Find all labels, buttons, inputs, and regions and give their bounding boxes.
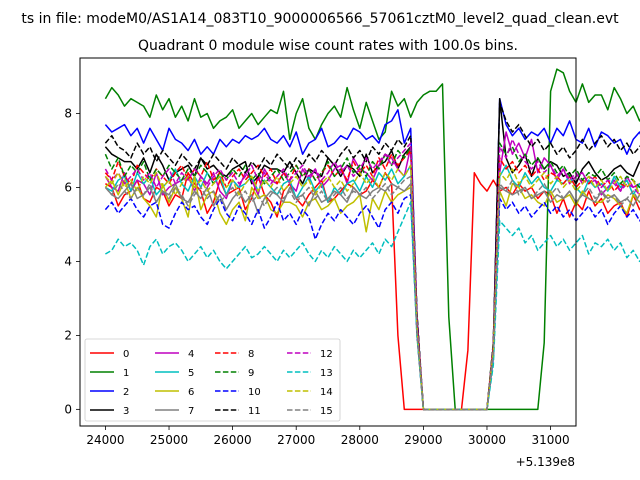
legend-label-11: 11 xyxy=(248,406,261,417)
legend-label-5: 5 xyxy=(188,368,194,379)
series-line-8 xyxy=(104,149,640,411)
legend-label-7: 7 xyxy=(188,406,194,417)
legend-label-10: 10 xyxy=(248,387,261,398)
legend-label-8: 8 xyxy=(248,349,254,360)
legend-box xyxy=(84,338,341,422)
legend-label-4: 4 xyxy=(188,349,194,360)
y-tick-label: 0 xyxy=(64,402,72,416)
y-tick-label: 8 xyxy=(64,106,72,120)
legend-label-1: 1 xyxy=(123,368,129,379)
figure-suptitle: ts in file: modeM0/AS1A14_083T10_9000006… xyxy=(21,11,619,27)
series-line-13 xyxy=(105,201,640,411)
legend-label-12: 12 xyxy=(320,349,333,360)
legend-label-14: 14 xyxy=(320,387,333,398)
series-line-7 xyxy=(104,182,640,411)
y-tick-label: 4 xyxy=(64,254,72,268)
series-line-14 xyxy=(104,164,640,411)
x-tick-label: 24000 xyxy=(86,433,124,447)
x-offset-label: +5.139e8 xyxy=(516,455,575,469)
legend-label-2: 2 xyxy=(123,387,129,398)
legend-label-6: 6 xyxy=(188,387,194,398)
x-tick-label: 26000 xyxy=(214,433,252,447)
series-line-2 xyxy=(104,97,640,411)
x-tick-label: 25000 xyxy=(150,433,188,447)
x-axis: 24000 25000 26000 27000 28000 29000 30000 31000 xyxy=(86,426,570,447)
y-axis: 0 2 4 6 8 xyxy=(64,106,80,416)
x-tick-label: 27000 xyxy=(277,433,315,447)
x-tick-label: 28000 xyxy=(341,433,379,447)
series-line-12 xyxy=(104,138,640,411)
legend-label-13: 13 xyxy=(320,368,333,379)
series-line-1 xyxy=(104,68,640,411)
x-tick-label: 31000 xyxy=(531,433,569,447)
legend-label-0: 0 xyxy=(123,349,129,360)
series-line-9 xyxy=(104,142,640,411)
series-line-5 xyxy=(105,164,640,411)
legend-label-3: 3 xyxy=(123,406,129,417)
plot-frame xyxy=(79,57,577,427)
legend-label-15: 15 xyxy=(320,406,333,417)
series-line-15 xyxy=(104,175,640,411)
series-layer xyxy=(104,68,640,411)
series-line-11 xyxy=(104,101,640,411)
series-line-10 xyxy=(104,194,640,411)
y-tick-label: 6 xyxy=(64,180,72,194)
legend-label-9: 9 xyxy=(248,368,254,379)
y-tick-label: 2 xyxy=(64,328,72,342)
chart-title: Quadrant 0 module wise count rates with … xyxy=(138,38,518,54)
x-tick-label: 30000 xyxy=(468,433,506,447)
series-line-0 xyxy=(105,171,640,411)
x-tick-label: 29000 xyxy=(404,433,442,447)
